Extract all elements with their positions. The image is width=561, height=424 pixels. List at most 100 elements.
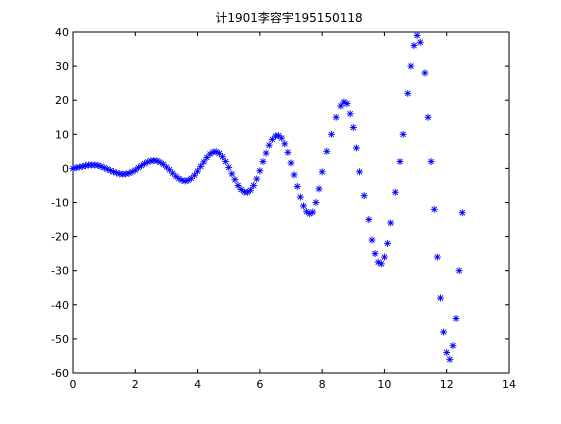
data-point: [284, 148, 292, 156]
data-point: [436, 294, 444, 302]
x-tick-label: 6: [256, 378, 263, 391]
data-point: [440, 328, 448, 336]
data-point: [228, 170, 236, 178]
data-point: [377, 260, 385, 268]
data-point: [352, 144, 360, 152]
data-point: [404, 89, 412, 97]
y-tick-label: -40: [51, 299, 69, 312]
data-point: [299, 202, 307, 210]
data-point: [293, 182, 301, 190]
y-tick-label: -30: [51, 265, 69, 278]
data-point: [315, 185, 323, 193]
data-point: [387, 219, 395, 227]
x-tick-label: 12: [440, 378, 454, 391]
y-tick-label: -50: [51, 333, 69, 346]
data-point: [413, 31, 421, 39]
data-point: [430, 205, 438, 213]
x-tick-label: 8: [319, 378, 326, 391]
data-point: [356, 168, 364, 176]
data-point: [296, 193, 304, 201]
data-point: [416, 38, 424, 46]
data-point: [287, 159, 295, 167]
data-point: [275, 132, 283, 140]
data-point: [231, 176, 239, 184]
data-point: [253, 175, 261, 183]
data-point: [190, 171, 198, 179]
data-point: [380, 253, 388, 261]
data-point: [346, 110, 354, 118]
x-tick-label: 0: [70, 378, 77, 391]
data-point: [424, 113, 432, 121]
data-point: [256, 167, 264, 175]
data-point: [318, 168, 326, 176]
data-point: [265, 141, 273, 149]
data-point: [399, 130, 407, 138]
y-tick-label: -10: [51, 197, 69, 210]
data-point: [458, 209, 466, 217]
data-point: [175, 175, 183, 183]
data-point: [323, 147, 331, 155]
data-point: [449, 342, 457, 350]
data-point: [327, 130, 335, 138]
x-axis: 0 2 4 6 8 10 12 14: [70, 32, 516, 391]
data-point: [407, 62, 415, 70]
y-tick-label: 40: [55, 26, 69, 39]
data-point: [384, 239, 392, 247]
data-point: [75, 163, 83, 171]
data-point: [391, 188, 399, 196]
y-axis: -60 -50 -40 -30 -20 -10 0 10 20 30 40: [51, 26, 509, 380]
data-point: [410, 42, 418, 50]
data-point: [281, 140, 289, 148]
data-point: [349, 123, 357, 131]
y-tick-label: 20: [55, 94, 69, 107]
data-point: [365, 216, 373, 224]
data-point: [225, 163, 233, 171]
chart-title: 计1901李容宇195150118: [215, 10, 362, 25]
data-point: [278, 134, 286, 142]
data-point: [247, 186, 255, 194]
x-tick-label: 14: [502, 378, 516, 391]
data-series: [69, 31, 466, 363]
data-point: [128, 168, 136, 176]
data-point: [237, 186, 245, 194]
y-tick-label: -20: [51, 231, 69, 244]
data-point: [262, 149, 270, 157]
data-point: [427, 158, 435, 166]
y-tick-label: 30: [55, 60, 69, 73]
data-point: [259, 158, 267, 166]
data-point: [215, 149, 223, 157]
data-point: [446, 355, 454, 363]
data-point: [222, 158, 230, 166]
x-tick-label: 10: [377, 378, 391, 391]
data-point: [131, 166, 139, 174]
data-point: [250, 181, 258, 189]
data-point: [312, 199, 320, 206]
data-point: [290, 171, 298, 179]
data-point: [368, 236, 376, 244]
data-point: [200, 158, 208, 166]
y-tick-label: -60: [51, 367, 69, 380]
plot-area: [72, 31, 510, 374]
data-point: [452, 314, 460, 322]
data-point: [433, 253, 441, 261]
x-tick-label: 4: [194, 378, 201, 391]
data-point: [197, 162, 205, 170]
data-point: [360, 192, 368, 200]
data-point: [343, 100, 351, 108]
data-point: [371, 250, 379, 258]
data-point: [396, 158, 404, 166]
data-point: [455, 267, 463, 275]
x-tick-label: 2: [132, 378, 139, 391]
data-point: [309, 208, 317, 216]
data-point: [194, 167, 202, 175]
data-point: [421, 69, 429, 77]
data-point: [218, 153, 226, 161]
y-tick-label: 10: [55, 128, 69, 141]
data-point: [332, 113, 340, 121]
data-point: [337, 102, 345, 110]
data-point: [443, 349, 451, 357]
data-point: [234, 181, 242, 189]
y-tick-label: 0: [62, 162, 69, 175]
